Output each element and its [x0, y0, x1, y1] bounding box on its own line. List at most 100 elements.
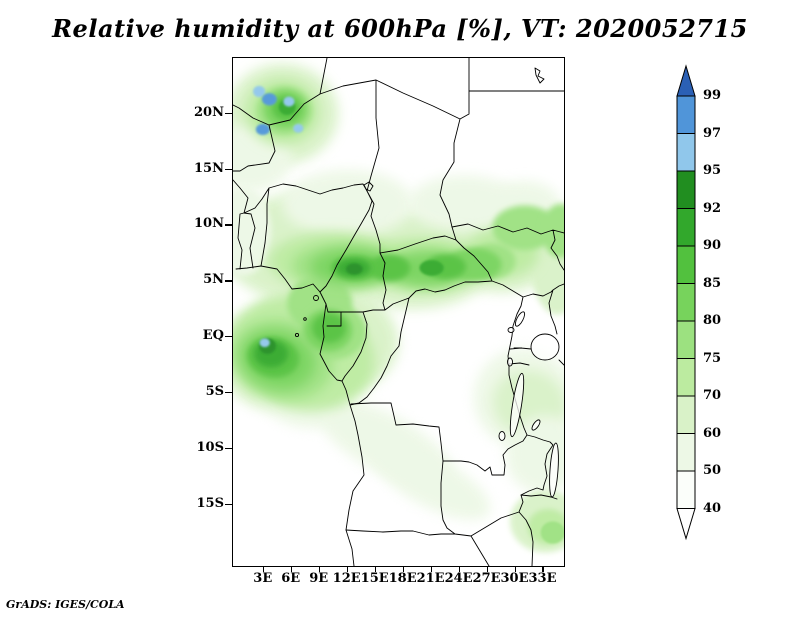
colorbar-segment — [676, 133, 696, 172]
colorbar-segment — [676, 395, 696, 434]
colorbar-label: 80 — [703, 313, 722, 328]
y-tick-label: EQ — [202, 328, 224, 344]
lakes — [294, 295, 560, 498]
y-tickmark — [225, 280, 232, 282]
x-tickmark — [318, 566, 320, 572]
humidity-region-75 — [540, 521, 564, 544]
principe-island — [303, 317, 307, 321]
y-tickmark — [225, 336, 232, 338]
humidity-map — [233, 58, 564, 566]
x-tickmark — [430, 566, 432, 572]
lake-victoria — [530, 333, 560, 361]
colorbar-label: 92 — [703, 200, 722, 216]
x-tick-label: 27E — [472, 571, 501, 586]
colorbar-segment — [676, 208, 696, 247]
y-tick-label: 10S — [196, 439, 224, 455]
humidity-shading — [233, 63, 564, 553]
y-tick-label: 5S — [205, 383, 224, 399]
colorbar-segment — [676, 470, 696, 509]
humidity-region-90 — [419, 260, 444, 276]
bioko-island — [313, 295, 319, 301]
x-tick-label: 9E — [309, 571, 329, 586]
colorbar-arrow-top — [676, 64, 696, 97]
y-tickmark — [225, 447, 232, 450]
colorbar-label: 85 — [703, 275, 722, 291]
coastline-west-africa — [235, 265, 365, 566]
colorbar-segment — [676, 95, 696, 134]
x-tick-label: 30E — [500, 571, 529, 586]
lake-malawi — [549, 442, 559, 498]
colorbar-label: 70 — [703, 388, 722, 403]
y-tick-label: 20N — [194, 104, 224, 120]
y-tick-label: 5N — [203, 272, 224, 288]
humidity-region-92 — [345, 263, 363, 275]
lake-kivu — [507, 357, 513, 367]
x-tickmark — [542, 566, 544, 572]
humidity-region-75 — [492, 205, 558, 251]
y-tickmark — [225, 391, 232, 394]
lake-edward — [507, 327, 515, 333]
x-tick-label: 24E — [444, 571, 473, 586]
humidity-region-50 — [282, 169, 413, 237]
colorbar-label: 75 — [703, 350, 722, 366]
colorbar-label: 97 — [703, 125, 722, 141]
colorbar-segment — [676, 433, 696, 472]
colorbar-segment — [676, 170, 696, 209]
borders-southern-africa — [345, 402, 558, 566]
x-tickmark — [514, 566, 516, 572]
colorbar-segment — [676, 320, 696, 359]
y-tickmark — [225, 168, 232, 170]
lake-tanganyika — [509, 372, 525, 438]
x-tick-label: 21E — [416, 571, 445, 586]
humidity-region-50 — [505, 415, 564, 494]
y-tick-label: 10N — [194, 216, 224, 232]
humidity-region-97 — [261, 93, 277, 106]
x-tick-label: 3E — [253, 571, 273, 586]
x-tickmark — [290, 566, 293, 572]
borders-north-sahara-sahel — [233, 58, 564, 270]
humidity-region-95 — [293, 123, 304, 133]
x-tickmark — [262, 566, 265, 572]
humidity-region-95 — [253, 85, 266, 98]
colorbar-label: 90 — [703, 238, 722, 253]
y-tickmark — [225, 224, 232, 226]
y-tickmark — [225, 112, 232, 115]
x-tick-label: 12E — [332, 571, 361, 586]
colorbar-arrow-bottom — [676, 508, 696, 541]
x-tickmark — [346, 566, 348, 572]
grads-credit: GrADS: IGES/COLA — [6, 598, 125, 611]
humidity-region-97 — [255, 123, 270, 136]
y-tick-label: 15S — [196, 495, 224, 511]
colorbar — [676, 64, 696, 541]
y-tickmark — [225, 503, 232, 505]
plot-title: Relative humidity at 600hPa [%], VT: 202… — [52, 14, 748, 43]
lake-mweru — [498, 431, 506, 441]
colorbar-segment — [676, 358, 696, 397]
humidity-region-85 — [312, 313, 346, 343]
x-tick-label: 18E — [388, 571, 417, 586]
x-tickmark — [374, 566, 376, 572]
x-tick-label: 33E — [528, 571, 557, 586]
x-tickmark — [486, 566, 488, 572]
colorbar-label: 99 — [703, 88, 722, 103]
lake-rukwa — [531, 419, 541, 431]
x-tickmark — [458, 566, 460, 572]
colorbar-segment — [676, 283, 696, 322]
x-tick-label: 15E — [360, 571, 389, 586]
x-tickmark — [402, 566, 404, 572]
humidity-region-50 — [372, 444, 491, 520]
colorbar-label: 50 — [703, 463, 722, 478]
x-tick-label: 6E — [281, 571, 301, 586]
lake-albert — [514, 311, 526, 327]
colorbar-label: 40 — [703, 500, 722, 516]
colorbar-label: 95 — [703, 163, 722, 178]
sao-tome-island — [294, 332, 300, 338]
humidity-region-95 — [259, 338, 270, 348]
map-area — [232, 57, 565, 567]
country-borders — [233, 58, 564, 566]
humidity-region-95 — [283, 96, 295, 107]
y-tick-label: 15N — [194, 160, 224, 176]
colorbar-label: 60 — [703, 425, 722, 441]
colorbar-segment — [676, 245, 696, 284]
